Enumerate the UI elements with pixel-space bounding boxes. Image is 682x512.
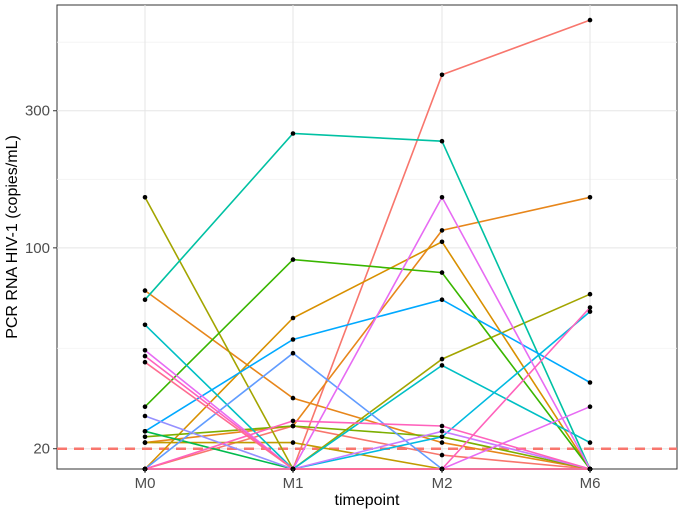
- x-tick-label-m2: M2: [432, 475, 453, 492]
- data-point: [142, 297, 148, 303]
- series-line-s10: [144, 258, 591, 470]
- data-point: [142, 322, 148, 328]
- data-point: [290, 440, 296, 445]
- y-tick-label: 100: [25, 240, 50, 257]
- series-line-s09: [144, 425, 591, 470]
- data-point: [439, 270, 445, 275]
- data-point: [290, 315, 296, 321]
- data-point: [587, 291, 593, 297]
- data-point: [439, 195, 445, 200]
- data-point: [439, 452, 445, 458]
- y-axis-title: PCR RNA HIV-1 (copies/mL): [4, 135, 21, 339]
- data-point: [587, 404, 593, 410]
- x-tick-label-m0: M0: [135, 475, 156, 492]
- series-line-s19: [144, 195, 591, 471]
- series-line-s04: [144, 196, 591, 444]
- series-line-s03: [144, 289, 591, 470]
- data-point: [439, 356, 445, 362]
- data-point: [439, 138, 445, 144]
- series-line-s05: [144, 240, 591, 470]
- data-point: [439, 440, 445, 445]
- data-point: [142, 359, 148, 365]
- x-axis: M0 M1 M2 M6: [135, 469, 601, 492]
- data-point: [439, 363, 445, 368]
- data-point: [290, 257, 296, 262]
- data-point: [439, 228, 445, 233]
- data-point: [290, 423, 296, 429]
- data-point: [142, 413, 148, 419]
- data-point: [587, 305, 593, 310]
- data-point: [142, 288, 148, 293]
- data-point: [439, 72, 445, 78]
- data-point: [290, 337, 296, 342]
- x-tick-label-m1: M1: [283, 475, 304, 492]
- series-line-s12: [144, 132, 591, 470]
- series-lines: [144, 19, 591, 471]
- data-point: [587, 17, 593, 23]
- data-point: [142, 440, 148, 445]
- data-point: [439, 434, 445, 440]
- y-tick-label: 20: [33, 441, 50, 458]
- data-point: [142, 404, 148, 410]
- data-point: [290, 131, 296, 136]
- x-axis-title: timepoint: [335, 492, 400, 509]
- series-line-s13: [144, 324, 591, 471]
- plot-panel: [56, 4, 678, 470]
- data-point: [439, 423, 445, 429]
- series-line-s02: [144, 425, 591, 470]
- y-axis: 20 100 300: [25, 103, 57, 458]
- y-tick-label: 300: [25, 103, 50, 120]
- data-point: [142, 434, 148, 440]
- x-tick-label-m6: M6: [580, 475, 601, 492]
- data-point: [587, 440, 593, 445]
- data-point: [142, 348, 148, 353]
- series-line-s22: [144, 420, 591, 470]
- series-line-s15: [144, 298, 591, 432]
- data-point: [142, 195, 148, 200]
- data-point: [142, 429, 148, 434]
- data-point: [290, 395, 296, 401]
- data-point: [439, 239, 445, 245]
- data-point: [439, 429, 445, 434]
- data-point: [439, 297, 445, 303]
- data-point: [587, 380, 593, 385]
- data-point: [290, 418, 296, 424]
- data-point: [142, 353, 148, 359]
- data-point: [290, 350, 296, 356]
- data-point: [587, 195, 593, 200]
- data-point: [587, 309, 593, 314]
